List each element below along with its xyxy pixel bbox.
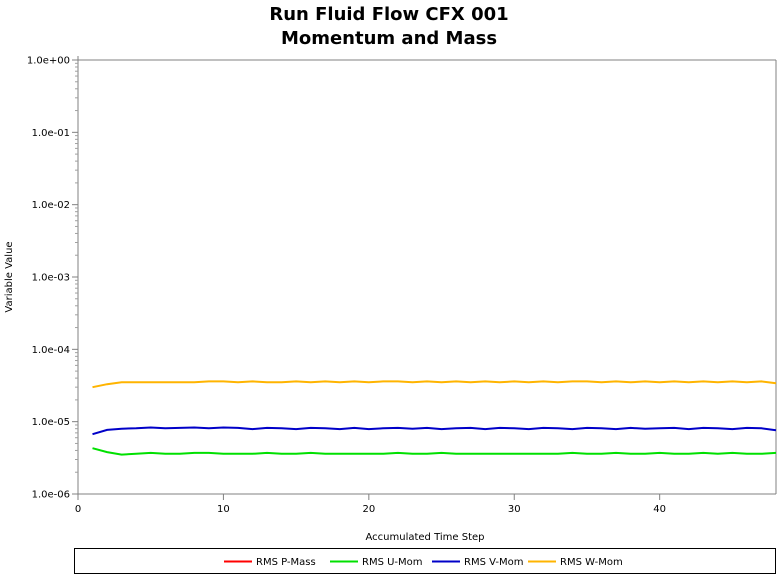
x-tick-label: 10 bbox=[217, 504, 230, 515]
series-line bbox=[92, 426, 777, 436]
x-tick-label: 30 bbox=[508, 504, 521, 515]
x-axis-ticks: 0 10 20 30 40 bbox=[75, 494, 666, 515]
legend-label: RMS V-Mom bbox=[464, 557, 523, 568]
y-axis-ticks: 1.0e+00 1.0e-01 1.0e-02 1.0e-03 1.0e-04 1.0e-… bbox=[27, 56, 78, 501]
chart-title-line-2: Momentum and Mass bbox=[280, 28, 498, 49]
plot-area bbox=[78, 60, 776, 494]
plot-frame bbox=[77, 56, 777, 495]
legend-label: RMS U-Mom bbox=[362, 557, 423, 568]
legend-label: RMS W-Mom bbox=[560, 557, 623, 568]
y-tick-label: 1.0e-04 bbox=[32, 345, 70, 356]
legend: RMS P-Mass RMS U-Mom RMS V-Mom RMS W-Mom bbox=[74, 548, 776, 574]
legend-label: RMS P-Mass bbox=[256, 557, 316, 568]
x-axis-label: Accumulated Time Step bbox=[365, 532, 484, 543]
y-tick-label: 1.0e-03 bbox=[32, 273, 70, 284]
y-tick-label: 1.0e-05 bbox=[32, 417, 70, 428]
series-layer bbox=[92, 380, 777, 456]
chart-title-line-1: Run Fluid Flow CFX 001 bbox=[269, 4, 509, 25]
x-tick-label: 20 bbox=[362, 504, 375, 515]
y-tick-label: 1.0e-02 bbox=[32, 200, 70, 211]
legend-box bbox=[74, 548, 776, 574]
y-tick-label: 1.0e-01 bbox=[32, 128, 70, 139]
series-line bbox=[92, 380, 777, 389]
x-tick-label: 40 bbox=[653, 504, 666, 515]
x-tick-label: 0 bbox=[75, 504, 81, 515]
series-line bbox=[92, 447, 777, 456]
chart-title: Run Fluid Flow CFX 001 Momentum and Mass bbox=[0, 3, 778, 51]
y-tick-label: 1.0e-06 bbox=[32, 490, 70, 501]
y-axis-label: Variable Value bbox=[4, 241, 15, 312]
y-tick-label: 1.0e+00 bbox=[27, 56, 70, 67]
